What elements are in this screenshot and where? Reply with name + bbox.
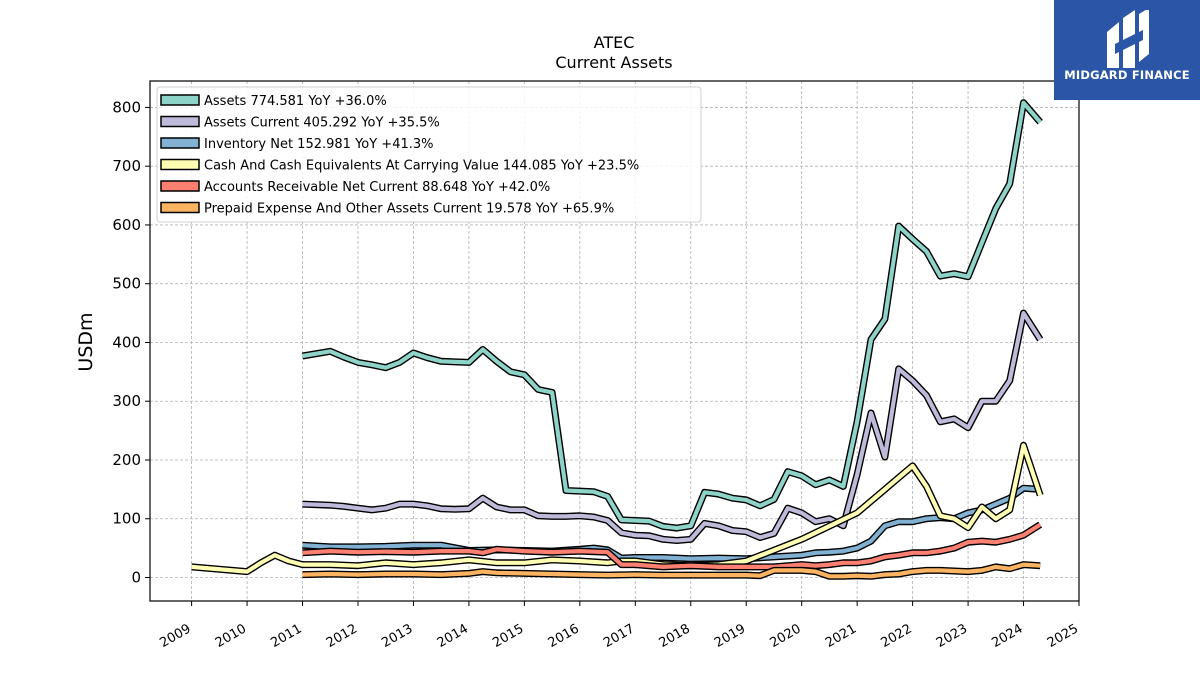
y-tick-label: 300 bbox=[112, 392, 141, 410]
legend-swatch bbox=[160, 137, 200, 149]
x-tick-label: 2010 bbox=[213, 621, 249, 651]
x-tick-label: 2009 bbox=[157, 621, 193, 651]
y-tick-label: 200 bbox=[112, 451, 141, 469]
series-line bbox=[302, 522, 1042, 570]
chart-title: ATEC bbox=[594, 33, 635, 52]
x-tick-label: 2020 bbox=[768, 621, 804, 651]
legend-swatch bbox=[160, 201, 200, 214]
series-layer bbox=[191, 99, 1044, 580]
legend-swatch bbox=[160, 115, 200, 128]
y-tick-label: 100 bbox=[112, 510, 141, 528]
y-tick-label: 0 bbox=[131, 568, 141, 586]
series-line bbox=[302, 311, 1042, 543]
legend-entry: Assets Current 405.292 YoY +35.5% bbox=[204, 116, 440, 131]
y-tick-label: 400 bbox=[112, 333, 141, 351]
legend-swatch bbox=[160, 180, 200, 192]
plot-frame bbox=[149, 80, 1080, 602]
x-tick-label: 2022 bbox=[878, 621, 914, 651]
x-tick-label: 2017 bbox=[601, 621, 637, 651]
legend-entry: Inventory Net 152.981 YoY +41.3% bbox=[204, 137, 434, 152]
y-ticks: 0 100 200 300 400 500 600 700 800 bbox=[112, 98, 150, 586]
x-tick-label: 2018 bbox=[657, 621, 693, 651]
logo: MIDGARD FINANCE bbox=[1054, 0, 1200, 100]
legend-entry: Cash And Cash Equivalents At Carrying Va… bbox=[204, 159, 639, 174]
y-tick-label: 800 bbox=[112, 98, 141, 116]
y-tick-label: 700 bbox=[112, 157, 141, 175]
logo-text: MIDGARD FINANCE bbox=[1064, 68, 1190, 82]
series-line bbox=[191, 443, 1043, 574]
legend-entry: Prepaid Expense And Other Assets Current… bbox=[204, 202, 614, 217]
x-tick-label: 2015 bbox=[490, 621, 526, 651]
legend-swatch bbox=[160, 158, 200, 171]
x-tick-label: 2024 bbox=[989, 621, 1025, 651]
x-tick-label: 2012 bbox=[324, 621, 360, 651]
chart-subtitle: Current Assets bbox=[555, 53, 672, 72]
x-tick-label: 2023 bbox=[934, 621, 970, 651]
y-axis-label: USDm bbox=[75, 312, 97, 371]
legend-box bbox=[156, 86, 702, 223]
legend-entry: Assets 774.581 YoY +36.0% bbox=[204, 94, 387, 109]
x-tick-label: 2013 bbox=[379, 621, 415, 651]
x-tick-label: 2025 bbox=[1045, 621, 1081, 651]
y-tick-label: 600 bbox=[112, 216, 141, 234]
series-line bbox=[302, 562, 1041, 579]
legend: Assets 774.581 YoY +36.0% Assets Current … bbox=[156, 86, 702, 223]
x-tick-label: 2021 bbox=[823, 621, 859, 651]
x-tick-label: 2011 bbox=[268, 621, 304, 651]
series-line bbox=[302, 100, 1042, 531]
x-tick-label: 2019 bbox=[712, 621, 748, 651]
legend-entry: Accounts Receivable Net Current 88.648 Y… bbox=[204, 180, 550, 195]
legend-swatch bbox=[160, 94, 200, 106]
x-ticks: 2009 2010 2011 2012 2013 2014 2015 2016 2017 2018… bbox=[157, 601, 1081, 651]
logo-mark-icon bbox=[1107, 10, 1149, 68]
x-tick-label: 2016 bbox=[546, 621, 582, 651]
x-tick-label: 2014 bbox=[435, 621, 471, 651]
y-tick-label: 500 bbox=[112, 275, 141, 293]
